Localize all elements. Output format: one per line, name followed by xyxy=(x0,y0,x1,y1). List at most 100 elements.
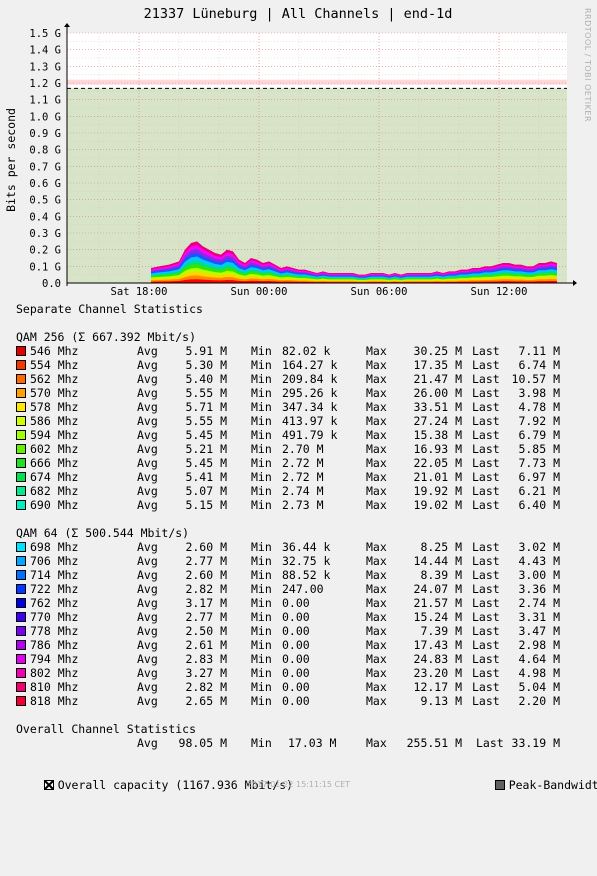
max-label: Max xyxy=(366,652,387,666)
avg-label: Avg xyxy=(137,470,158,484)
min-label: Min xyxy=(251,652,272,666)
max-value: 21.47 M xyxy=(413,372,462,386)
channel-color-swatch xyxy=(16,486,26,496)
qam256-title: QAM 256 (Σ 667.392 Mbit/s) xyxy=(16,330,197,344)
last-label: Last xyxy=(472,470,500,484)
channel-name: 602 Mhz xyxy=(30,442,79,456)
min-value: 2.70 M xyxy=(282,442,324,456)
last-value: 4.43 M xyxy=(518,554,560,568)
x-tick-label: Sun 06:00 xyxy=(351,286,408,298)
overall-last-value: 33.19 M xyxy=(511,736,560,750)
last-label: Last xyxy=(472,456,500,470)
channel-row: 802 Mhz Avg 3.27 M Min 0.00 Max 23.20 M Last 4.9… xyxy=(16,666,591,680)
min-label: Min xyxy=(251,638,272,652)
avg-label: Avg xyxy=(137,400,158,414)
min-label: Min xyxy=(251,680,272,694)
last-label: Last xyxy=(472,428,500,442)
avg-value: 3.17 M xyxy=(185,596,227,610)
avg-value: 3.27 M xyxy=(185,666,227,680)
max-label: Max xyxy=(366,498,387,512)
traffic-chart: 21337 Lüneburg | All Channels | end-1d B… xyxy=(4,6,577,298)
last-value: 6.97 M xyxy=(518,470,560,484)
avg-value: 2.61 M xyxy=(185,638,227,652)
last-value: 6.74 M xyxy=(518,358,560,372)
avg-label: Avg xyxy=(137,652,158,666)
max-label: Max xyxy=(366,358,387,372)
max-label: Max xyxy=(366,596,387,610)
channel-row: 698 Mhz Avg 2.60 M Min 36.44 k Max 8.25 M Last 3… xyxy=(16,540,591,554)
max-label: Max xyxy=(366,344,387,358)
channel-color-swatch xyxy=(16,472,26,482)
last-value: 3.00 M xyxy=(518,568,560,582)
separate-stats-title: Separate Channel Statistics xyxy=(16,302,203,316)
y-tick-label: 1.2 G xyxy=(29,78,61,90)
last-label: Last xyxy=(472,694,500,708)
min-label: Min xyxy=(251,694,272,708)
max-label: Max xyxy=(366,582,387,596)
avg-label: Avg xyxy=(137,498,158,512)
channel-row: 682 Mhz Avg 5.07 M Min 2.74 M Max 19.92 M Last 6… xyxy=(16,484,591,498)
last-value: 2.20 M xyxy=(518,694,560,708)
min-label: Min xyxy=(251,540,272,554)
channel-name: 770 Mhz xyxy=(30,610,79,624)
max-value: 33.51 M xyxy=(413,400,462,414)
y-tick-label: 0.1 G xyxy=(29,261,61,273)
max-label: Max xyxy=(366,470,387,484)
min-value: 32.75 k xyxy=(282,554,331,568)
channel-row: 714 Mhz Avg 2.60 M Min 88.52 k Max 8.39 M Last 3… xyxy=(16,568,591,582)
max-value: 24.83 M xyxy=(413,652,462,666)
max-value: 24.07 M xyxy=(413,582,462,596)
channel-name: 666 Mhz xyxy=(30,456,79,470)
min-label: Min xyxy=(251,456,272,470)
avg-value: 5.71 M xyxy=(185,400,227,414)
last-label: Last xyxy=(472,400,500,414)
last-value: 3.02 M xyxy=(518,540,560,554)
last-value: 4.78 M xyxy=(518,400,560,414)
last-value: 3.36 M xyxy=(518,582,560,596)
min-value: 82.02 k xyxy=(282,344,331,358)
channel-name: 554 Mhz xyxy=(30,358,79,372)
capacity-legend-icon xyxy=(43,780,54,790)
min-label: Min xyxy=(251,568,272,582)
avg-label: Avg xyxy=(137,624,158,638)
last-value: 2.98 M xyxy=(518,638,560,652)
avg-label: Avg xyxy=(137,666,158,680)
last-label: Last xyxy=(472,582,500,596)
capacity-legend: Overall capacity (1167.936 Mbit/s) xyxy=(16,764,293,806)
min-value: 0.00 xyxy=(282,652,310,666)
min-label: Min xyxy=(251,470,272,484)
avg-label: Avg xyxy=(137,442,158,456)
min-label: Min xyxy=(251,386,272,400)
y-tick-label: 0.3 G xyxy=(29,228,61,240)
max-value: 12.17 M xyxy=(413,680,462,694)
channel-row: 762 Mhz Avg 3.17 M Min 0.00 Max 21.57 M Last 2.7… xyxy=(16,596,591,610)
peak-legend-label: Peak-Bandwidth xyxy=(508,778,597,792)
max-label: Max xyxy=(366,694,387,708)
channel-name: 794 Mhz xyxy=(30,652,79,666)
channel-name: 802 Mhz xyxy=(30,666,79,680)
overall-avg-label: Avg xyxy=(137,736,158,750)
avg-value: 5.45 M xyxy=(185,428,227,442)
channel-row: 554 Mhz Avg 5.30 M Min 164.27 k Max 17.35 M Las… xyxy=(16,358,591,372)
max-label: Max xyxy=(366,680,387,694)
max-value: 30.25 M xyxy=(413,344,462,358)
max-label: Max xyxy=(366,400,387,414)
min-value: 88.52 k xyxy=(282,568,331,582)
last-label: Last xyxy=(472,442,500,456)
avg-value: 2.50 M xyxy=(185,624,227,638)
avg-value: 2.83 M xyxy=(185,652,227,666)
max-value: 15.24 M xyxy=(413,610,462,624)
x-tick-label: Sun 00:00 xyxy=(231,286,288,298)
last-label: Last xyxy=(472,666,500,680)
avg-value: 2.60 M xyxy=(185,568,227,582)
min-label: Min xyxy=(251,358,272,372)
avg-value: 2.82 M xyxy=(185,680,227,694)
min-value: 0.00 xyxy=(282,666,310,680)
max-value: 17.35 M xyxy=(413,358,462,372)
y-tick-label: 1.5 G xyxy=(29,28,61,40)
min-label: Min xyxy=(251,624,272,638)
channel-row: 690 Mhz Avg 5.15 M Min 2.73 M Max 19.02 M Last 6… xyxy=(16,498,591,512)
channel-row: 594 Mhz Avg 5.45 M Min 491.79 k Max 15.38 M Las… xyxy=(16,428,591,442)
y-tick-label: 1.1 G xyxy=(29,95,61,107)
last-value: 4.98 M xyxy=(518,666,560,680)
